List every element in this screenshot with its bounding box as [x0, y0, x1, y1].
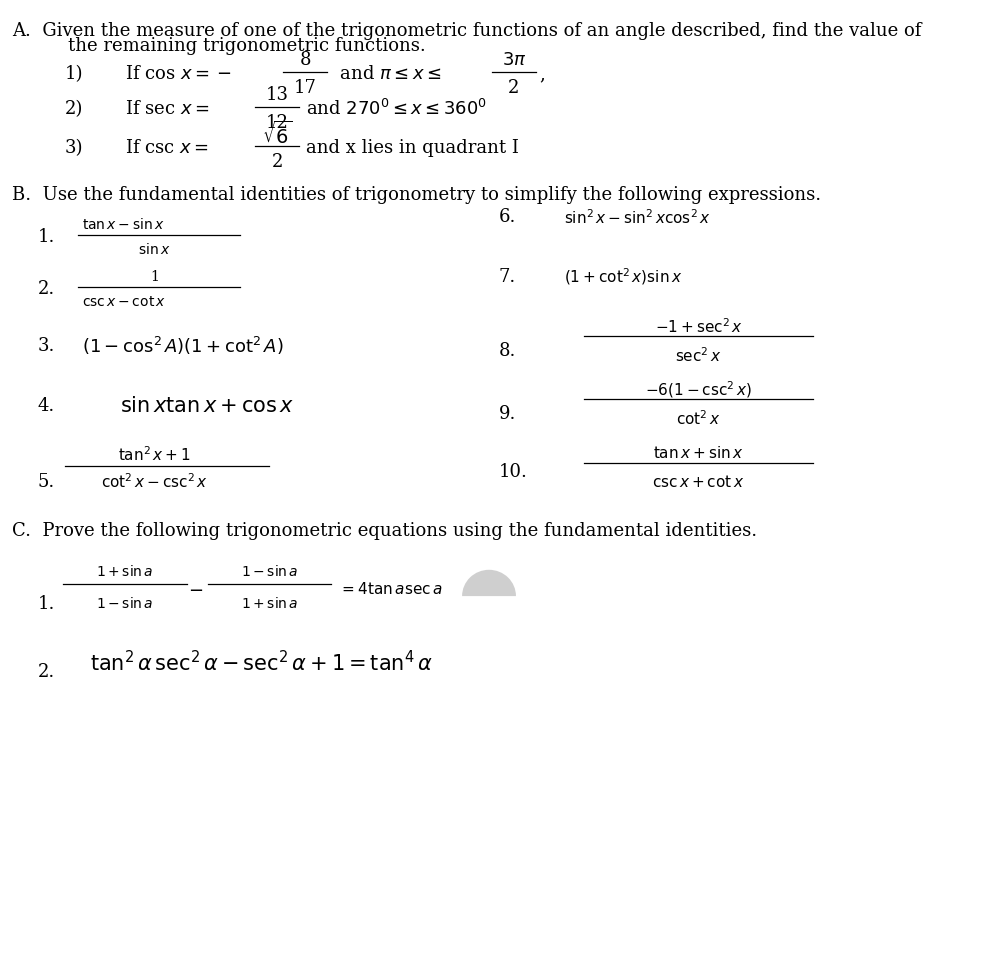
Text: $1 - \sin a$: $1 - \sin a$ [241, 564, 298, 580]
Text: A.  Given the measure of one of the trigonometric functions of an angle describe: A. Given the measure of one of the trigo… [12, 22, 921, 40]
Text: 8: 8 [299, 52, 311, 69]
Text: 5.: 5. [38, 473, 55, 491]
Text: $= 4\tan a \sec a$: $= 4\tan a \sec a$ [339, 581, 443, 597]
Text: 4.: 4. [38, 397, 55, 415]
Wedge shape [462, 570, 516, 596]
Text: 10.: 10. [499, 464, 528, 481]
Text: B.  Use the fundamental identities of trigonometry to simplify the following exp: B. Use the fundamental identities of tri… [12, 186, 821, 204]
Text: and x lies in quadrant I: and x lies in quadrant I [306, 139, 519, 157]
Text: 3.: 3. [38, 337, 55, 355]
Text: $3\pi$: $3\pi$ [502, 52, 526, 69]
Text: If sec $x = $: If sec $x = $ [125, 100, 210, 118]
Text: C.  Prove the following trigonometric equations using the fundamental identities: C. Prove the following trigonometric equ… [12, 522, 757, 540]
Text: $1 + \sin a$: $1 + \sin a$ [96, 564, 154, 580]
Text: If cos $x = -$: If cos $x = -$ [125, 65, 232, 83]
Text: $1 + \sin a$: $1 + \sin a$ [241, 596, 298, 612]
Text: $\sqrt{6}$: $\sqrt{6}$ [262, 121, 292, 148]
Text: 8.: 8. [499, 342, 516, 359]
Text: 1.: 1. [38, 595, 55, 613]
Text: $\csc x - \cot x$: $\csc x - \cot x$ [82, 295, 166, 309]
Text: ,: , [539, 65, 545, 83]
Text: $1 - \sin a$: $1 - \sin a$ [96, 596, 154, 612]
Text: $\sin x \tan x + \cos x$: $\sin x \tan x + \cos x$ [120, 396, 294, 416]
Text: 17: 17 [294, 79, 316, 96]
Text: 2.: 2. [38, 281, 55, 298]
Text: $\tan x + \sin x$: $\tan x + \sin x$ [654, 445, 744, 461]
Text: 7.: 7. [499, 268, 516, 285]
Text: 12: 12 [266, 114, 288, 131]
Text: $-6(1 - \csc^2 x)$: $-6(1 - \csc^2 x)$ [645, 379, 752, 400]
Text: $(1 - \cos^2 A)(1 + \cot^2 A)$: $(1 - \cos^2 A)(1 + \cot^2 A)$ [82, 335, 283, 356]
Text: 13: 13 [265, 87, 289, 104]
Text: $\sec^2 x$: $\sec^2 x$ [676, 346, 722, 365]
Text: 3): 3) [65, 139, 84, 157]
Text: 1): 1) [65, 65, 84, 83]
Text: and $\pi \leq x \leq $: and $\pi \leq x \leq $ [334, 65, 442, 83]
Text: 2: 2 [271, 153, 283, 170]
Text: 2: 2 [508, 79, 520, 96]
Text: $\tan^2 x + 1$: $\tan^2 x + 1$ [118, 445, 192, 465]
Text: 2): 2) [65, 100, 83, 118]
Text: $\sin^2 x - \sin^2 x \cos^2 x$: $\sin^2 x - \sin^2 x \cos^2 x$ [564, 207, 711, 227]
Text: $\cot^2 x$: $\cot^2 x$ [677, 409, 721, 429]
Text: 9.: 9. [499, 405, 516, 423]
Text: 6.: 6. [499, 208, 516, 226]
Text: $\tan^2\alpha\,\sec^2\alpha - \sec^2\alpha + 1 = \tan^4\alpha$: $\tan^2\alpha\,\sec^2\alpha - \sec^2\alp… [90, 650, 433, 675]
Text: $\cot^2 x - \csc^2 x$: $\cot^2 x - \csc^2 x$ [101, 472, 209, 492]
Text: and $270^0 \leq x \leq 360^0$: and $270^0 \leq x \leq 360^0$ [306, 99, 488, 119]
Text: 1.: 1. [38, 228, 55, 245]
Text: $\tan x - \sin x$: $\tan x - \sin x$ [82, 216, 165, 232]
Text: 1: 1 [151, 270, 159, 283]
Text: $\csc x + \cot x$: $\csc x + \cot x$ [653, 474, 745, 490]
Text: $-$: $-$ [188, 581, 204, 598]
Text: $\sin x$: $\sin x$ [139, 242, 171, 257]
Text: $-1 + \sec^2 x$: $-1 + \sec^2 x$ [655, 317, 743, 336]
Text: 2.: 2. [38, 663, 55, 681]
Text: the remaining trigonometric functions.: the remaining trigonometric functions. [68, 37, 425, 55]
Text: If csc $x = $: If csc $x = $ [125, 139, 209, 157]
Text: $(1 + \cot^2 x) \sin x$: $(1 + \cot^2 x) \sin x$ [564, 266, 683, 287]
